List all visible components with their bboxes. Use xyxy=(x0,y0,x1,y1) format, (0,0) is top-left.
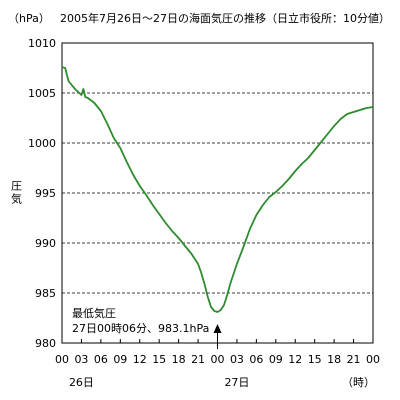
day-label: 27日 xyxy=(224,376,249,389)
pressure-series-line xyxy=(61,66,374,313)
annotation-title: 最低気圧 xyxy=(72,306,116,320)
y-axis-label: 圧気 xyxy=(10,180,23,206)
x-tick-label: 15 xyxy=(152,353,166,366)
x-tick-label: 00 xyxy=(55,353,69,366)
x-tick-label: 06 xyxy=(249,353,263,366)
x-tick-label: 18 xyxy=(327,353,341,366)
x-axis-ticks: 00 03 06 09 12 15 18 21 00 03 06 09 12 15 18 21 00 xyxy=(55,339,380,366)
x-tick-label: 06 xyxy=(94,353,108,366)
y-tick-label: 1010 xyxy=(28,37,56,50)
y-tick-label: 995 xyxy=(35,187,56,200)
x-axis-unit-label: （時） xyxy=(342,376,375,389)
x-tick-label: 00 xyxy=(366,353,380,366)
annotation-arrow-head xyxy=(213,324,222,333)
x-tick-label: 12 xyxy=(288,353,302,366)
y-tick-label: 980 xyxy=(35,337,56,350)
day-labels: 26日 27日 xyxy=(69,376,250,389)
day-label: 26日 xyxy=(69,376,94,389)
annotation-detail: 27日00時06分、983.1hPa xyxy=(72,322,209,335)
x-tick-label: 03 xyxy=(230,353,244,366)
x-tick-label: 00 xyxy=(211,353,225,366)
x-tick-label: 18 xyxy=(172,353,186,366)
x-tick-label: 09 xyxy=(113,353,127,366)
y-tick-label: 990 xyxy=(35,237,56,250)
x-tick-label: 15 xyxy=(308,353,322,366)
y-tick-label: 985 xyxy=(35,287,56,300)
annotation-group: 最低気圧 27日00時06分、983.1hPa xyxy=(72,306,222,349)
x-tick-label: 12 xyxy=(133,353,147,366)
chart-title: 2005年7月26日～27日の海面気圧の推移（日立市役所：10分値） xyxy=(60,11,390,25)
series-group xyxy=(61,66,374,313)
x-tick-label: 03 xyxy=(74,353,88,366)
y-tick-label: 1005 xyxy=(28,87,56,100)
y-tick-label: 1000 xyxy=(28,137,56,150)
unit-label: （hPa） xyxy=(8,12,50,25)
gridlines xyxy=(62,92,373,294)
x-tick-label: 21 xyxy=(347,353,361,366)
y-axis-ticks: 980 985 990 995 1000 1005 1010 xyxy=(28,37,56,350)
x-tick-label: 21 xyxy=(191,353,205,366)
x-tick-label: 09 xyxy=(269,353,283,366)
